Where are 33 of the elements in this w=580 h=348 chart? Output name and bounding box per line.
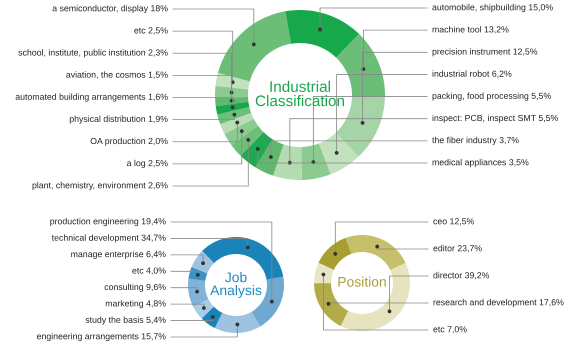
- text: Job Analysis: [210, 272, 262, 298]
- slice-label: etc 7,0%: [433, 326, 467, 334]
- text: Industrial Classification: [256, 80, 344, 106]
- slice-label: automobile, shipbuilding 15,0%: [432, 4, 553, 12]
- slice-label: packing, food processing 5,5%: [432, 92, 551, 101]
- text: Position: [338, 276, 386, 287]
- slice-label: study the basis 5,4%: [86, 316, 166, 325]
- slice-label: automated building arrangements 1,6%: [16, 93, 168, 102]
- slice-label: precision instrument 12,5%: [432, 48, 538, 56]
- slice-label: etc 4,0%: [132, 267, 166, 275]
- slice-label: inspect: PCB, inspect SMT 5,5%: [432, 114, 558, 123]
- slice-label: editor 23,7%: [433, 244, 482, 252]
- slice-label: OA production 2,0%: [90, 138, 168, 146]
- slice-label: ceo 12,5%: [433, 218, 474, 226]
- slice-label: director 39,2%: [433, 272, 490, 280]
- slice-label: medical appliances 3,5%: [432, 158, 528, 168]
- slice-label: industrial robot 6,2%: [432, 70, 512, 78]
- slice-label: etc 2,5%: [134, 27, 168, 35]
- slice-label: physical distribution 1,9%: [70, 116, 168, 124]
- slice-label: manage enterprise 6,4%: [71, 250, 166, 259]
- slice-label: research and development 17,6%: [434, 298, 564, 308]
- slice-label: a semiconductor, display 18%: [52, 4, 168, 14]
- slice-label: engineering arrangements 15,7%: [36, 332, 166, 342]
- slice-label: production engineering 19,4%: [50, 218, 166, 226]
- slice-label: aviation, the cosmos 1,5%: [66, 71, 168, 79]
- slice-label: technical development 34,7%: [52, 234, 166, 243]
- slice-label: machine tool 13,2%: [432, 26, 509, 34]
- slice-label: consulting 9,6%: [104, 284, 166, 292]
- slice-label: the fiber industry 3,7%: [432, 136, 519, 145]
- slice-label: school, institute, public institution 2,3%: [18, 49, 168, 58]
- slice-label: plant, chemistry, environment 2,6%: [32, 182, 168, 190]
- slice-label: a log 2,5%: [127, 160, 168, 168]
- slice-label: marketing 4,8%: [106, 300, 166, 308]
